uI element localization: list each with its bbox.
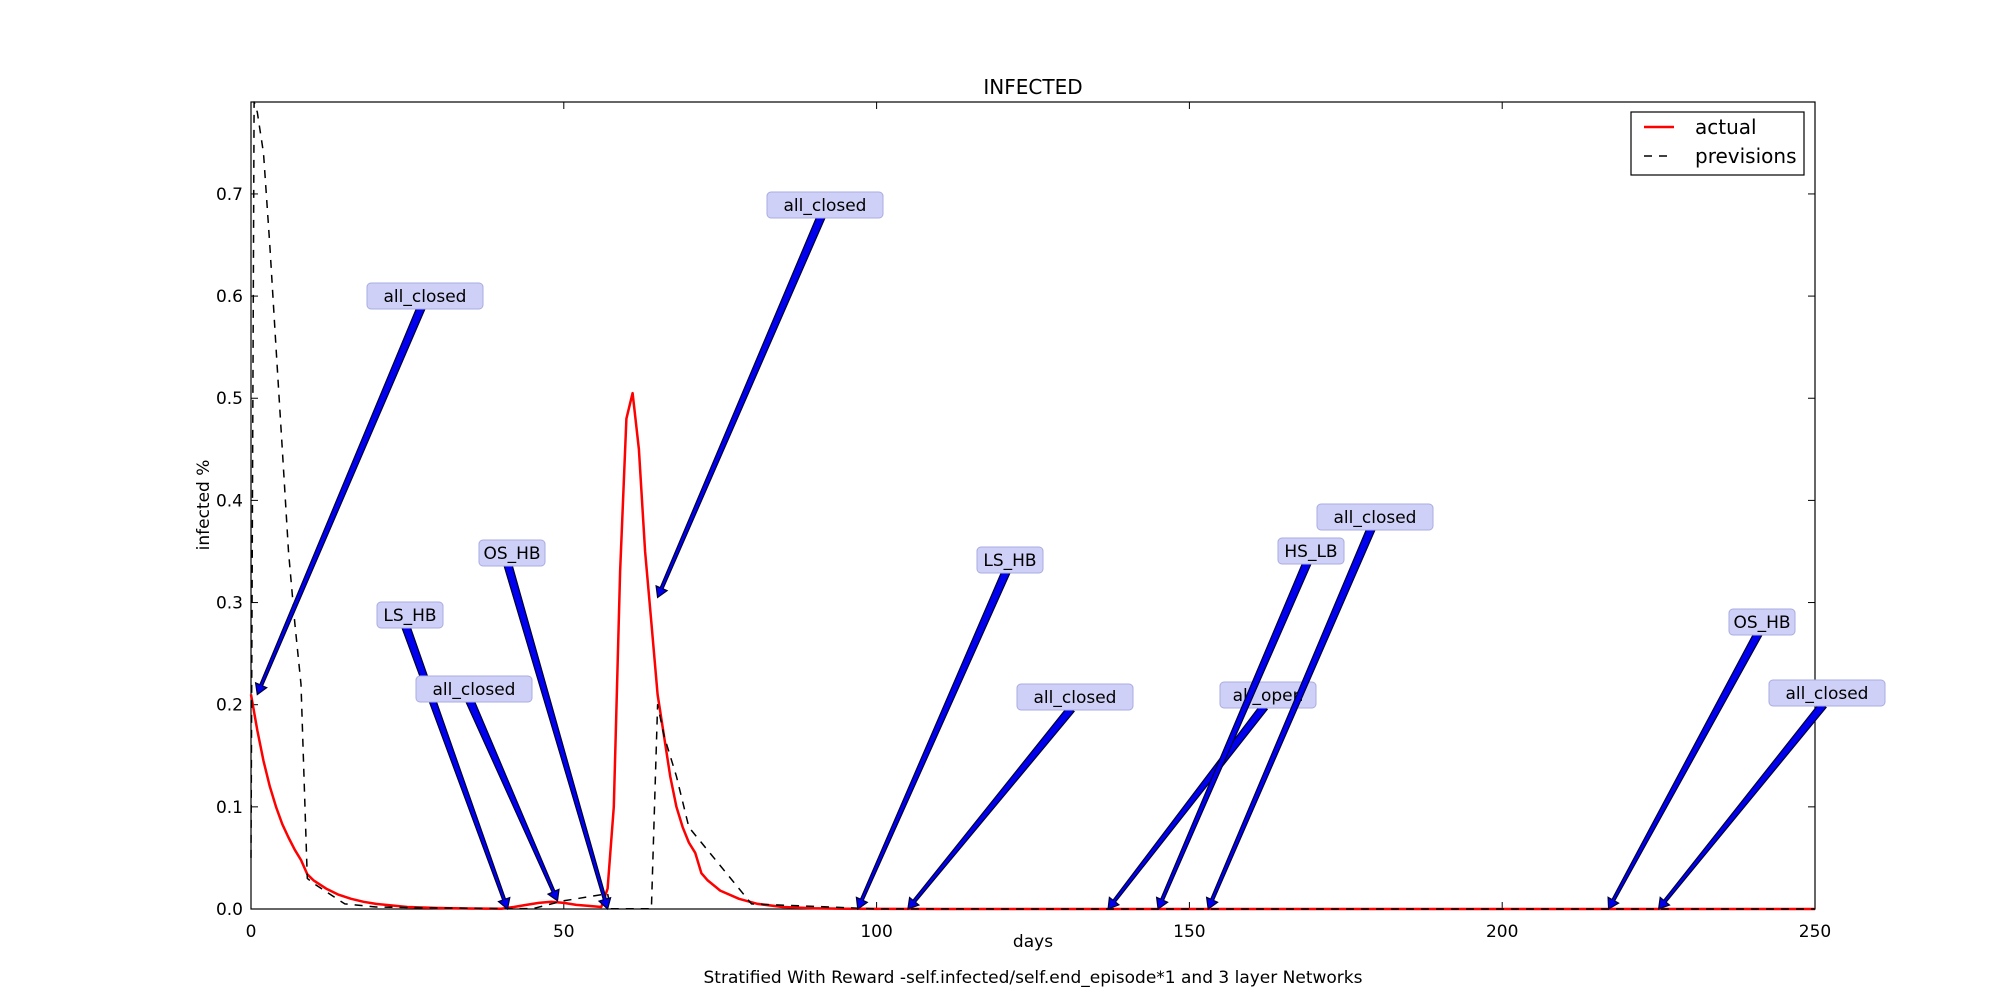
annotation-arrow (1155, 560, 1312, 911)
figure-caption: Stratified With Reward -self.infected/se… (704, 968, 1363, 988)
annotation-arrow (465, 698, 560, 902)
y-axis-label: infected % (194, 460, 214, 551)
annotation-arrow (1657, 701, 1827, 910)
annotation-label-box (1316, 503, 1434, 531)
annotation-label: OS_HB (1733, 613, 1790, 633)
annotation-arrow (855, 569, 1011, 911)
y-tick-label: 0.7 (216, 185, 243, 205)
annotation-label-box (976, 546, 1044, 574)
legend-label-actual: actual (1695, 115, 1757, 139)
annotations-layer: all_closed LS_HB all_closed OS_HB all_closed… (254, 191, 1886, 911)
annotation-arrow (503, 563, 612, 911)
y-tick-label: 0.0 (216, 900, 243, 920)
y-tick-label: 0.5 (216, 389, 243, 409)
annotation-arrow (1607, 631, 1763, 911)
annotation-label: all_closed (433, 680, 516, 700)
x-tick-label: 200 (1486, 922, 1518, 942)
annotation-label: OS_HB (483, 544, 540, 564)
annotation-label-box (1016, 683, 1134, 711)
annotation-arrow (907, 705, 1075, 910)
x-tick-label: 150 (1173, 922, 1205, 942)
annotation-label-box (766, 191, 884, 219)
annotation-label-box (376, 601, 444, 629)
x-tick-label: 250 (1799, 922, 1831, 942)
annotation-arrow (1205, 526, 1376, 911)
x-tick-label: 100 (860, 922, 892, 942)
series-layer (249, 101, 1815, 911)
legend: actual previsions (1630, 111, 1805, 176)
annotation-label: LS_HB (983, 551, 1036, 571)
annotation-label: all_closed (1786, 684, 1869, 704)
x-tick-label: 50 (553, 922, 575, 942)
annotation-label: all_closed (1334, 508, 1417, 528)
annotation-label-box (366, 282, 484, 310)
y-tick-label: 0.2 (216, 696, 243, 716)
annotation-arrow (655, 214, 826, 599)
annotation-label: all_closed (784, 196, 867, 216)
y-tick-label: 0.3 (216, 594, 243, 614)
plot-area-frame (250, 101, 1816, 910)
annotation-label-box (478, 539, 546, 567)
annotation-label: HS_LB (1284, 542, 1337, 562)
annotation-label-box (415, 675, 533, 703)
annotation-label: all_closed (384, 287, 467, 307)
y-tick-label: 0.4 (216, 491, 243, 511)
x-axis-label: days (1013, 932, 1053, 952)
annotation-label: LS_HB (383, 606, 436, 626)
legend-label-previsions: previsions (1695, 144, 1796, 168)
y-tick-label: 0.6 (216, 287, 243, 307)
axis-ticks: 0 50 100 150 200 250 0.0 0.1 0.2 0.3 0.4 0.5 0.6 0.7 (216, 102, 1831, 942)
legend-box (1630, 111, 1805, 176)
chart-title: INFECTED (983, 75, 1082, 99)
annotation-label-box (1728, 608, 1796, 636)
annotation-label: all_closed (1034, 688, 1117, 708)
annotation-arrow (254, 305, 426, 696)
x-tick-label: 0 (246, 922, 257, 942)
annotation-label-box (1277, 537, 1345, 565)
y-tick-label: 0.1 (216, 798, 243, 818)
annotation-label-box (1768, 679, 1886, 707)
